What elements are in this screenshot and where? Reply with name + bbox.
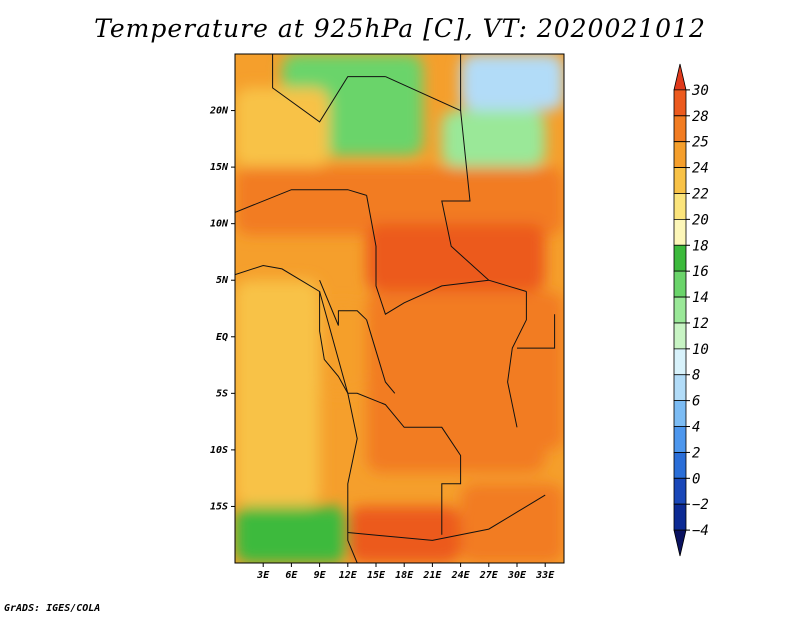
colorbar-label-6: 6 <box>692 394 700 410</box>
x-tick-label-9E: 9E <box>314 570 327 581</box>
colorbar-label-30: 30 <box>691 83 709 99</box>
heatmap-cell-11 <box>347 506 461 563</box>
y-tick-label-15N: 15N <box>210 162 229 173</box>
grads-credit: GrADS: IGES/COLA <box>4 603 101 614</box>
colorbar-label-10: 10 <box>692 342 709 358</box>
x-tick-label-3E: 3E <box>256 570 270 581</box>
heatmap-cell-7 <box>319 302 367 394</box>
border-line-7 <box>347 392 462 535</box>
map-frame <box>234 53 565 564</box>
x-tick-label-6E: 6E <box>285 570 298 581</box>
heatmap-cell-12 <box>460 483 564 563</box>
colorbar-swatch-3 <box>673 141 687 168</box>
border-line-6 <box>366 319 396 394</box>
colorbar-label-25: 25 <box>692 135 709 151</box>
colorbar-swatch-8 <box>673 270 687 298</box>
border-line-8 <box>347 494 546 541</box>
heatmap-cell-10 <box>235 506 348 563</box>
colorbar-label-20: 20 <box>692 212 709 228</box>
border-line-10 <box>517 314 556 349</box>
colorbar-label-18: 18 <box>692 238 709 254</box>
colorbar-swatch-11 <box>673 348 687 376</box>
colorbar-swatch-6 <box>673 218 687 246</box>
colorbar-swatch-4 <box>673 167 687 194</box>
colorbar-swatch-14 <box>673 426 687 453</box>
border-line-5 <box>319 280 367 326</box>
border-line-4 <box>366 195 489 315</box>
heatmap-cell-9 <box>507 291 564 450</box>
y-tick-label-EQ: EQ <box>216 332 228 343</box>
border-line-0 <box>272 54 386 123</box>
y-tick-label-15S: 15S <box>210 501 228 512</box>
x-tick-label-24E: 24E <box>451 570 471 581</box>
colorbar-swatch-1 <box>673 89 687 117</box>
x-tick-label-33E: 33E <box>535 570 555 581</box>
chart-title: Temperature at 925hPa [C], VT: 202002101… <box>94 14 706 43</box>
colorbar-swatch-5 <box>673 193 687 220</box>
colorbar-swatch-13 <box>673 400 687 427</box>
colorbar-swatch-17 <box>673 503 687 531</box>
colorbar-label-28: 28 <box>692 109 709 125</box>
x-tick-label-18E: 18E <box>395 570 414 581</box>
y-tick-label-5S: 5S <box>216 388 228 399</box>
colorbar-label-0: 0 <box>692 471 700 487</box>
colorbar-label-4: 4 <box>692 420 700 436</box>
colorbar-label-8: 8 <box>692 368 700 384</box>
x-tick-label-12E: 12E <box>339 570 358 581</box>
heatmap-cell-4 <box>235 167 564 235</box>
x-tick-label-15E: 15E <box>367 570 386 581</box>
y-tick-label-10N: 10N <box>210 219 229 230</box>
heatmap-cell-5 <box>366 223 546 292</box>
heatmap-cell-1 <box>460 54 564 111</box>
y-axis: 20N 15N 10N 5N EQ 5S 10S 15S <box>209 106 235 512</box>
y-tick-label-20N: 20N <box>209 106 229 117</box>
x-tick-label-27E: 27E <box>479 570 499 581</box>
colorbar-label--2: −2 <box>692 497 709 513</box>
y-tick-label-10S: 10S <box>210 445 228 456</box>
x-axis: 3E 6E 9E 12E 15E 18E 21E 24E 27E 30E 33E <box>256 563 555 581</box>
colorbar-swatch-7 <box>673 244 687 272</box>
colorbar-swatch-18 <box>673 529 687 557</box>
border-line-12 <box>319 291 358 563</box>
x-tick-label-30E: 30E <box>507 570 527 581</box>
colorbar-label-14: 14 <box>692 290 709 306</box>
y-tick-label-5N: 5N <box>216 275 229 286</box>
colorbar-label-16: 16 <box>692 264 709 280</box>
colorbar-swatch-2 <box>673 115 687 143</box>
colorbar-swatch-9 <box>673 296 687 324</box>
border-line-9 <box>507 291 527 428</box>
colorbar-swatch-16 <box>673 477 687 505</box>
colorbar-swatch-10 <box>673 322 687 350</box>
x-tick-label-21E: 21E <box>422 570 442 581</box>
border-line-2 <box>441 110 527 292</box>
colorbar-label-2: 2 <box>692 445 700 461</box>
heatmap-cell-2 <box>441 110 546 168</box>
colorbar-swatch-15 <box>673 452 687 479</box>
colorbar-label-22: 22 <box>692 186 709 202</box>
colorbar-swatch-12 <box>673 374 687 402</box>
colorbar-label-24: 24 <box>692 161 709 177</box>
border-line-3 <box>235 189 367 213</box>
colorbar-label-12: 12 <box>692 316 709 332</box>
colorbar-swatch-0 <box>673 63 687 91</box>
country-borders <box>235 54 556 563</box>
colorbar-label--4: −4 <box>692 523 709 539</box>
heatmap-cell-6 <box>235 280 320 507</box>
temperature-field <box>235 54 564 563</box>
heatmap-cell-3 <box>235 87 329 168</box>
